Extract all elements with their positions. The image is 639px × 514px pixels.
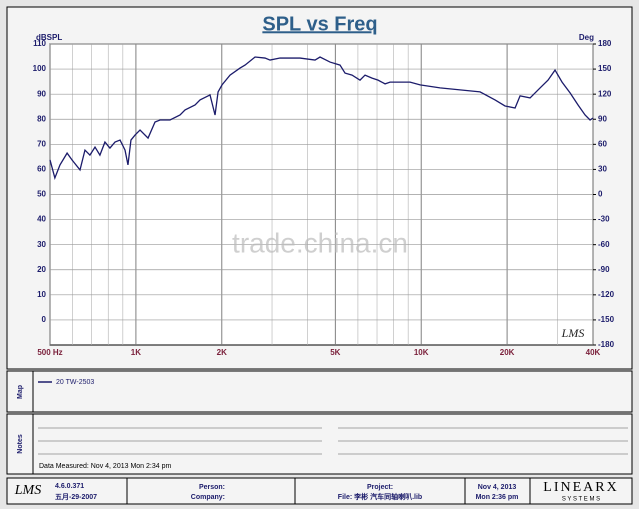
brand-sub: S Y S T E M S bbox=[562, 497, 600, 503]
footer bbox=[6, 477, 633, 505]
notes-label: Notes bbox=[17, 434, 24, 454]
y2-tick-label: 120 bbox=[598, 89, 612, 98]
y2-tick-label: -180 bbox=[598, 340, 615, 349]
notes-panel bbox=[6, 413, 633, 475]
company: Company: bbox=[191, 494, 225, 501]
brand: LINEARX bbox=[543, 480, 618, 495]
project: Project: bbox=[367, 484, 393, 491]
y-tick-label: 110 bbox=[33, 39, 46, 48]
x-tick-label: 40K bbox=[586, 348, 601, 357]
date: Nov 4, 2013 bbox=[478, 484, 517, 491]
chart-title: SPL vs Freq bbox=[262, 13, 377, 35]
x-tick-label: 20K bbox=[500, 348, 515, 357]
watermark: trade.china.cn bbox=[232, 227, 408, 258]
y2-tick-label: 90 bbox=[598, 114, 607, 123]
y2-tick-label: 150 bbox=[598, 64, 612, 73]
y-axis-label: dBSPL bbox=[36, 33, 62, 42]
note-lines bbox=[38, 427, 628, 455]
x-tick-label: 2K bbox=[217, 348, 227, 357]
y2-tick-label: 0 bbox=[598, 190, 603, 199]
x-tick-label: 5K bbox=[330, 348, 340, 357]
y2-tick-label: -90 bbox=[598, 265, 610, 274]
footer-dividers bbox=[126, 478, 531, 504]
y2-tick-label: 60 bbox=[598, 139, 607, 148]
y-tick-label: 0 bbox=[42, 315, 47, 324]
legend-entry: 20 TW-2503 bbox=[56, 379, 94, 386]
data-measured: Data Measured: Nov 4, 2013 Mon 2:34 pm bbox=[39, 463, 171, 470]
y2-tick-label: -60 bbox=[598, 240, 610, 249]
build-date: 五月-29-2007 bbox=[55, 493, 97, 501]
map-label: Map bbox=[17, 385, 24, 399]
footer-logo: LMS bbox=[14, 483, 41, 498]
person: Person: bbox=[199, 484, 225, 491]
file: File: 李彬 汽车同轴喇叭.lib bbox=[338, 492, 422, 501]
y2-tick-label: -30 bbox=[598, 215, 610, 224]
plot-logo: LMS bbox=[561, 326, 585, 340]
y-tick-label: 30 bbox=[37, 240, 46, 249]
y-tick-label: 80 bbox=[37, 114, 46, 123]
y-tick-label: 40 bbox=[37, 215, 46, 224]
version: 4.6.0.371 bbox=[55, 483, 84, 490]
y-tick-label: 20 bbox=[37, 265, 46, 274]
y2-tick-label: -150 bbox=[598, 315, 615, 324]
y-tick-label: 50 bbox=[37, 190, 46, 199]
grid bbox=[49, 43, 596, 346]
x-tick-label: 1K bbox=[131, 348, 141, 357]
map-panel bbox=[6, 370, 633, 413]
y-tick-label: 10 bbox=[37, 290, 46, 299]
y2-tick-label: -120 bbox=[598, 290, 615, 299]
y2-tick-label: 180 bbox=[598, 39, 612, 48]
time: Mon 2:36 pm bbox=[476, 494, 519, 501]
y2-axis-label: Deg bbox=[579, 33, 594, 42]
y2-tick-label: 30 bbox=[598, 165, 607, 174]
y-tick-label: 100 bbox=[33, 64, 47, 73]
x-tick-label: 10K bbox=[414, 348, 429, 357]
marks bbox=[49, 56, 594, 181]
x-tick-label: 500 Hz bbox=[37, 348, 62, 357]
y-tick-label: 60 bbox=[37, 165, 46, 174]
y-tick-label: 90 bbox=[37, 89, 46, 98]
y-tick-label: 70 bbox=[37, 139, 46, 148]
series-line bbox=[49, 56, 594, 181]
